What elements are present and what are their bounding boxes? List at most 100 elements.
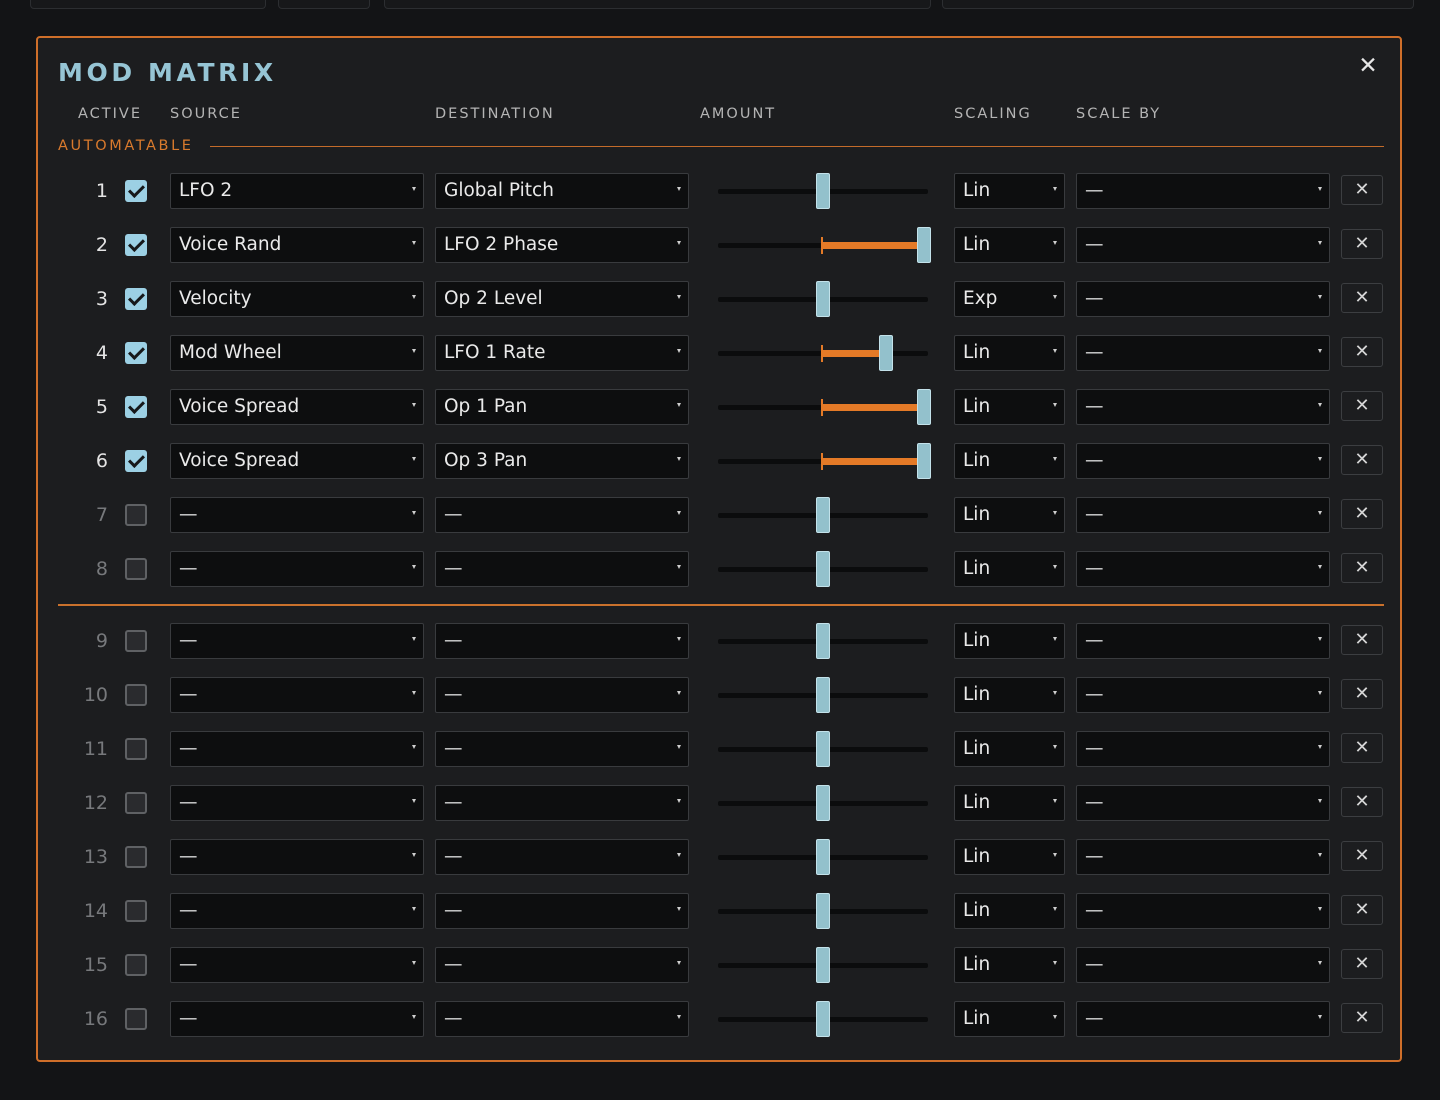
scaling-dropdown[interactable]: Lin	[954, 893, 1065, 929]
scale-by-dropdown[interactable]: —	[1076, 389, 1330, 425]
amount-slider-thumb[interactable]	[816, 785, 830, 821]
scaling-dropdown[interactable]: Lin	[954, 731, 1065, 767]
scale-by-dropdown[interactable]: —	[1076, 947, 1330, 983]
source-dropdown[interactable]: —	[170, 551, 424, 587]
source-dropdown[interactable]: —	[170, 785, 424, 821]
scale-by-dropdown[interactable]: —	[1076, 497, 1330, 533]
amount-slider-thumb[interactable]	[816, 947, 830, 983]
source-dropdown[interactable]: —	[170, 623, 424, 659]
scaling-dropdown[interactable]: Lin	[954, 623, 1065, 659]
remove-slot-button[interactable]: ✕	[1341, 175, 1383, 205]
source-dropdown[interactable]: Mod Wheel	[170, 335, 424, 371]
source-dropdown[interactable]: —	[170, 677, 424, 713]
amount-slider[interactable]	[718, 731, 928, 767]
amount-slider-thumb[interactable]	[816, 731, 830, 767]
destination-dropdown[interactable]: —	[435, 1001, 689, 1037]
scaling-dropdown[interactable]: Lin	[954, 677, 1065, 713]
amount-slider[interactable]	[718, 281, 928, 317]
source-dropdown[interactable]: Voice Rand	[170, 227, 424, 263]
destination-dropdown[interactable]: —	[435, 947, 689, 983]
scale-by-dropdown[interactable]: —	[1076, 1001, 1330, 1037]
remove-slot-button[interactable]: ✕	[1341, 445, 1383, 475]
active-checkbox[interactable]	[125, 450, 147, 472]
active-checkbox[interactable]	[125, 342, 147, 364]
scaling-dropdown[interactable]: Lin	[954, 335, 1065, 371]
source-dropdown[interactable]: —	[170, 1001, 424, 1037]
remove-slot-button[interactable]: ✕	[1341, 949, 1383, 979]
scale-by-dropdown[interactable]: —	[1076, 839, 1330, 875]
scale-by-dropdown[interactable]: —	[1076, 551, 1330, 587]
active-checkbox[interactable]	[125, 846, 147, 868]
scaling-dropdown[interactable]: Lin	[954, 389, 1065, 425]
remove-slot-button[interactable]: ✕	[1341, 679, 1383, 709]
destination-dropdown[interactable]: —	[435, 551, 689, 587]
source-dropdown[interactable]: —	[170, 839, 424, 875]
scaling-dropdown[interactable]: Lin	[954, 947, 1065, 983]
close-icon[interactable]: ✕	[1358, 53, 1378, 79]
amount-slider-thumb[interactable]	[816, 893, 830, 929]
amount-slider[interactable]	[718, 1001, 928, 1037]
amount-slider-thumb[interactable]	[917, 227, 931, 263]
destination-dropdown[interactable]: Op 3 Pan	[435, 443, 689, 479]
amount-slider[interactable]	[718, 443, 931, 479]
amount-slider-thumb[interactable]	[816, 1001, 830, 1037]
active-checkbox[interactable]	[125, 792, 147, 814]
remove-slot-button[interactable]: ✕	[1341, 391, 1383, 421]
source-dropdown[interactable]: LFO 2	[170, 173, 424, 209]
source-dropdown[interactable]: —	[170, 497, 424, 533]
active-checkbox[interactable]	[125, 180, 147, 202]
scaling-dropdown[interactable]: Lin	[954, 1001, 1065, 1037]
amount-slider[interactable]	[718, 497, 928, 533]
remove-slot-button[interactable]: ✕	[1341, 337, 1383, 367]
amount-slider[interactable]	[718, 335, 928, 371]
active-checkbox[interactable]	[125, 558, 147, 580]
amount-slider[interactable]	[718, 677, 928, 713]
scale-by-dropdown[interactable]: —	[1076, 335, 1330, 371]
amount-slider[interactable]	[718, 389, 931, 425]
source-dropdown[interactable]: Voice Spread	[170, 389, 424, 425]
remove-slot-button[interactable]: ✕	[1341, 895, 1383, 925]
scale-by-dropdown[interactable]: —	[1076, 677, 1330, 713]
scale-by-dropdown[interactable]: —	[1076, 731, 1330, 767]
destination-dropdown[interactable]: —	[435, 785, 689, 821]
active-checkbox[interactable]	[125, 396, 147, 418]
active-checkbox[interactable]	[125, 234, 147, 256]
amount-slider-thumb[interactable]	[816, 281, 830, 317]
amount-slider-thumb[interactable]	[816, 173, 830, 209]
destination-dropdown[interactable]: LFO 1 Rate	[435, 335, 689, 371]
destination-dropdown[interactable]: LFO 2 Phase	[435, 227, 689, 263]
scaling-dropdown[interactable]: Lin	[954, 227, 1065, 263]
scaling-dropdown[interactable]: Lin	[954, 551, 1065, 587]
scaling-dropdown[interactable]: Exp	[954, 281, 1065, 317]
destination-dropdown[interactable]: Op 2 Level	[435, 281, 689, 317]
remove-slot-button[interactable]: ✕	[1341, 499, 1383, 529]
remove-slot-button[interactable]: ✕	[1341, 229, 1383, 259]
destination-dropdown[interactable]: —	[435, 677, 689, 713]
active-checkbox[interactable]	[125, 900, 147, 922]
active-checkbox[interactable]	[125, 684, 147, 706]
destination-dropdown[interactable]: —	[435, 623, 689, 659]
amount-slider[interactable]	[718, 173, 928, 209]
amount-slider-thumb[interactable]	[816, 497, 830, 533]
amount-slider-thumb[interactable]	[816, 623, 830, 659]
amount-slider-thumb[interactable]	[816, 551, 830, 587]
scaling-dropdown[interactable]: Lin	[954, 497, 1065, 533]
scale-by-dropdown[interactable]: —	[1076, 623, 1330, 659]
amount-slider[interactable]	[718, 227, 931, 263]
active-checkbox[interactable]	[125, 738, 147, 760]
source-dropdown[interactable]: —	[170, 893, 424, 929]
scale-by-dropdown[interactable]: —	[1076, 281, 1330, 317]
remove-slot-button[interactable]: ✕	[1341, 787, 1383, 817]
amount-slider-thumb[interactable]	[917, 443, 931, 479]
scaling-dropdown[interactable]: Lin	[954, 173, 1065, 209]
scaling-dropdown[interactable]: Lin	[954, 839, 1065, 875]
destination-dropdown[interactable]: Op 1 Pan	[435, 389, 689, 425]
amount-slider[interactable]	[718, 893, 928, 929]
destination-dropdown[interactable]: —	[435, 893, 689, 929]
amount-slider[interactable]	[718, 785, 928, 821]
active-checkbox[interactable]	[125, 1008, 147, 1030]
remove-slot-button[interactable]: ✕	[1341, 625, 1383, 655]
remove-slot-button[interactable]: ✕	[1341, 1003, 1383, 1033]
active-checkbox[interactable]	[125, 504, 147, 526]
active-checkbox[interactable]	[125, 288, 147, 310]
